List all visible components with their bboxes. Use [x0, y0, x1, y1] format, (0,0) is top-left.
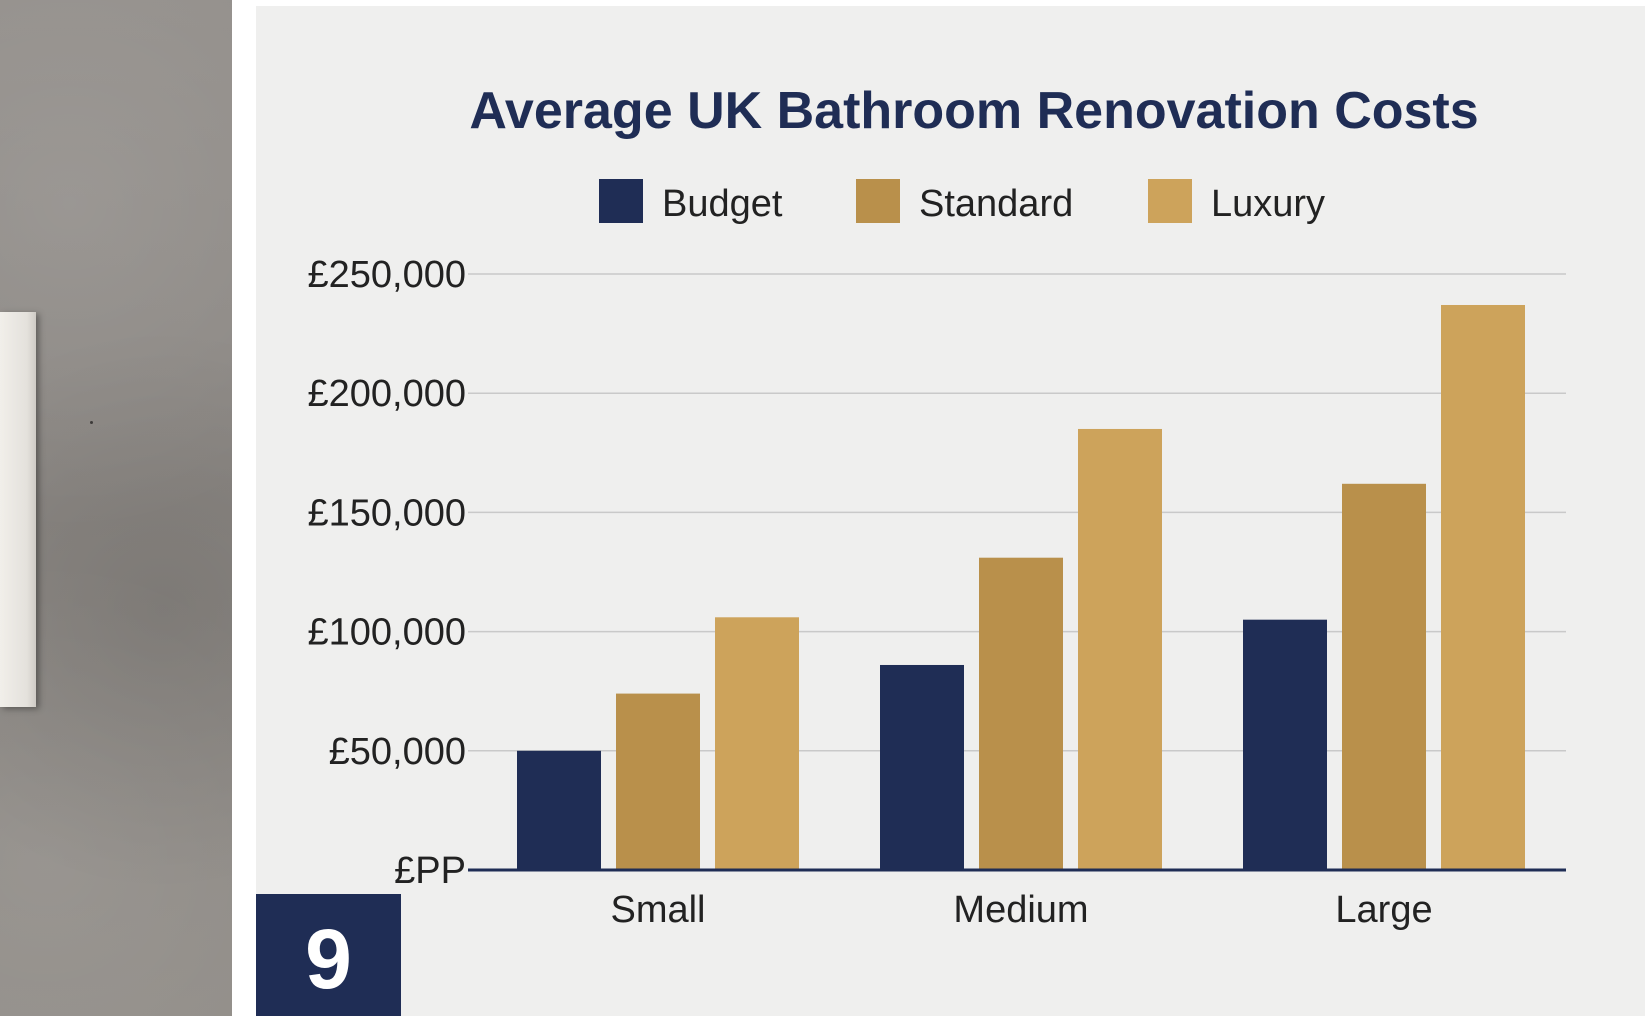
x-tick-label: Medium [953, 889, 1088, 931]
bar-large-luxury [1441, 304, 1525, 870]
legend-label-budget: Budget [662, 183, 783, 225]
y-tick-label: £50,000 [329, 731, 466, 773]
y-tick-label: £150,000 [308, 492, 467, 534]
x-tick-label: Large [1335, 889, 1432, 931]
surface-speck [90, 421, 93, 424]
y-tick-label: £100,000 [308, 612, 467, 654]
legend-swatch-standard [856, 179, 900, 223]
bar-large-budget [1243, 619, 1327, 870]
chart-title: Average UK Bathroom Renovation Costs [469, 82, 1478, 140]
y-tick-label: £250,000 [308, 254, 467, 296]
chart-card: Average UK Bathroom Renovation Costs Budg… [256, 6, 1645, 1016]
legend-label-standard: Standard [919, 183, 1073, 225]
legend-swatch-luxury [1148, 179, 1192, 223]
legend-label-luxury: Luxury [1211, 183, 1325, 225]
wall-panel-edge [0, 312, 36, 707]
concrete-background [0, 0, 232, 1016]
x-tick-label: Small [610, 889, 705, 931]
y-tick-label: £200,000 [308, 373, 467, 415]
bar-medium-luxury [1078, 428, 1162, 870]
legend-swatch-budget [599, 179, 643, 223]
bar-small-luxury [715, 617, 799, 870]
bar-chart: Average UK Bathroom Renovation Costs Budg… [308, 82, 1566, 931]
bar-small-standard [616, 693, 700, 870]
bar-large-standard [1342, 483, 1426, 870]
bar-small-budget [517, 750, 601, 870]
bar-medium-budget [880, 664, 964, 870]
y-tick-label: £PP [394, 850, 466, 892]
page-number-badge: 9 [256, 894, 401, 1016]
bar-medium-standard [979, 557, 1063, 870]
